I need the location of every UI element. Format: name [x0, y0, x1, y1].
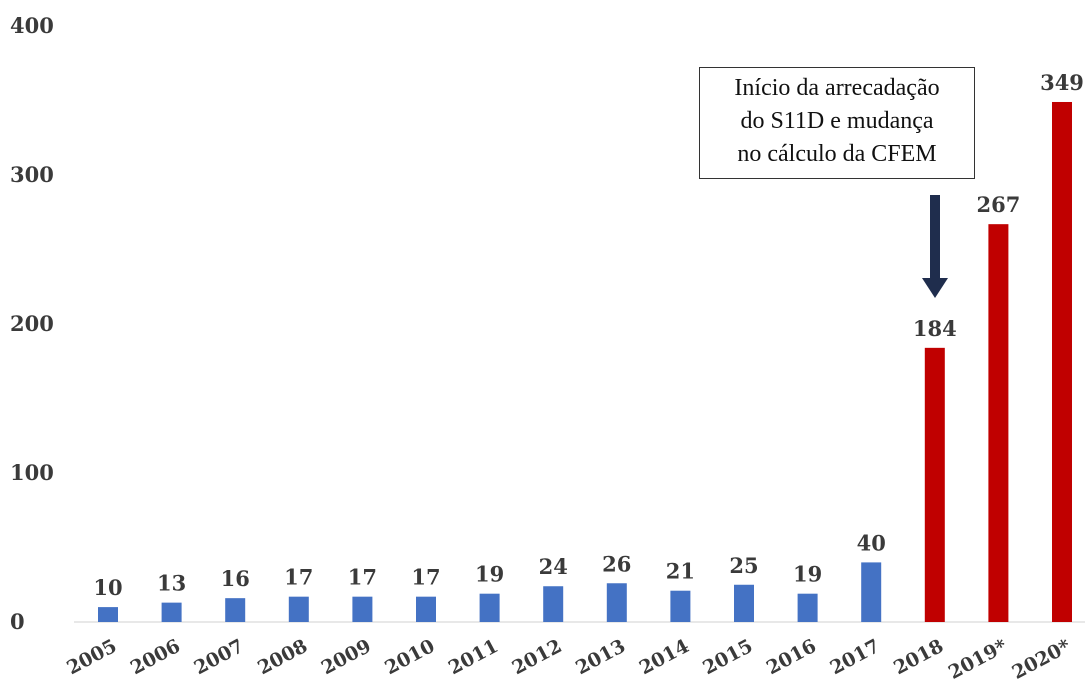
- bar: [861, 562, 882, 622]
- x-tick-label: 2012: [509, 635, 566, 679]
- x-tick-label: 2015: [699, 635, 756, 679]
- data-label: 19: [475, 562, 504, 587]
- bar: [225, 598, 246, 622]
- data-labels-group: 10 13 16 17 17 17 19 24 26 21 25 19 40 184 267 349: [93, 70, 1084, 600]
- y-axis: 0 100 200 300 400: [10, 13, 54, 634]
- x-tick-label: 2005: [63, 635, 120, 679]
- data-label: 13: [157, 571, 186, 596]
- y-tick-label: 100: [10, 460, 54, 485]
- x-tick-label: 2017: [827, 635, 884, 679]
- bars-group: [98, 101, 1072, 623]
- bar: [797, 593, 818, 622]
- bar: [543, 586, 564, 622]
- annotation-line-1: Início da arrecadação: [734, 75, 940, 101]
- bar: [161, 602, 182, 622]
- annotation-arrow: [922, 195, 948, 298]
- data-label: 26: [602, 551, 631, 576]
- data-label: 21: [666, 559, 695, 584]
- x-tick-label: 2007: [191, 635, 248, 679]
- bar: [352, 596, 373, 622]
- data-label: 25: [729, 553, 758, 578]
- x-tick-label: 2019*: [945, 635, 1011, 684]
- y-tick-label: 300: [10, 162, 54, 187]
- bar: [288, 596, 309, 622]
- data-label: 17: [348, 565, 377, 590]
- y-tick-label: 400: [10, 13, 54, 38]
- x-tick-label: 2016: [763, 635, 820, 679]
- bar: [1052, 101, 1072, 623]
- x-tick-label: 2009: [318, 635, 375, 679]
- data-label: 267: [976, 192, 1020, 217]
- bar: [416, 596, 436, 622]
- bar: [988, 224, 1009, 623]
- x-tick-label: 2013: [572, 635, 629, 679]
- data-label: 24: [539, 554, 568, 579]
- bar: [98, 607, 118, 622]
- y-tick-label: 200: [10, 311, 54, 336]
- y-tick-label: 0: [10, 609, 25, 634]
- data-label: 349: [1040, 70, 1084, 95]
- data-label: 10: [93, 575, 122, 600]
- data-label: 40: [857, 530, 886, 555]
- bar: [670, 590, 691, 622]
- x-tick-label: 2020*: [1009, 635, 1075, 684]
- bar: [606, 583, 627, 622]
- x-tick-label: 2008: [254, 635, 311, 679]
- data-label: 19: [793, 562, 822, 587]
- annotation-line-2: do S11D e mudança: [740, 108, 934, 134]
- annotation-box: Início da arrecadação do S11D e mudança …: [699, 67, 975, 179]
- bar: [734, 584, 754, 622]
- x-tick-label: 2006: [127, 635, 184, 679]
- data-label: 17: [411, 565, 440, 590]
- x-tick-label: 2014: [636, 635, 693, 679]
- bar: [479, 593, 500, 622]
- x-tick-label: 2010: [381, 635, 438, 679]
- x-tick-label: 2011: [445, 635, 502, 679]
- annotation-line-3: no cálculo da CFEM: [737, 141, 937, 167]
- bar: [924, 347, 945, 622]
- x-ticks-group: 2005 2006 2007 2008 2009 2010 2011 2012 2013 2014…: [63, 635, 1074, 684]
- data-label: 17: [284, 565, 313, 590]
- data-label: 16: [221, 566, 250, 591]
- data-label: 184: [913, 316, 957, 341]
- x-tick-label: 2018: [890, 635, 947, 679]
